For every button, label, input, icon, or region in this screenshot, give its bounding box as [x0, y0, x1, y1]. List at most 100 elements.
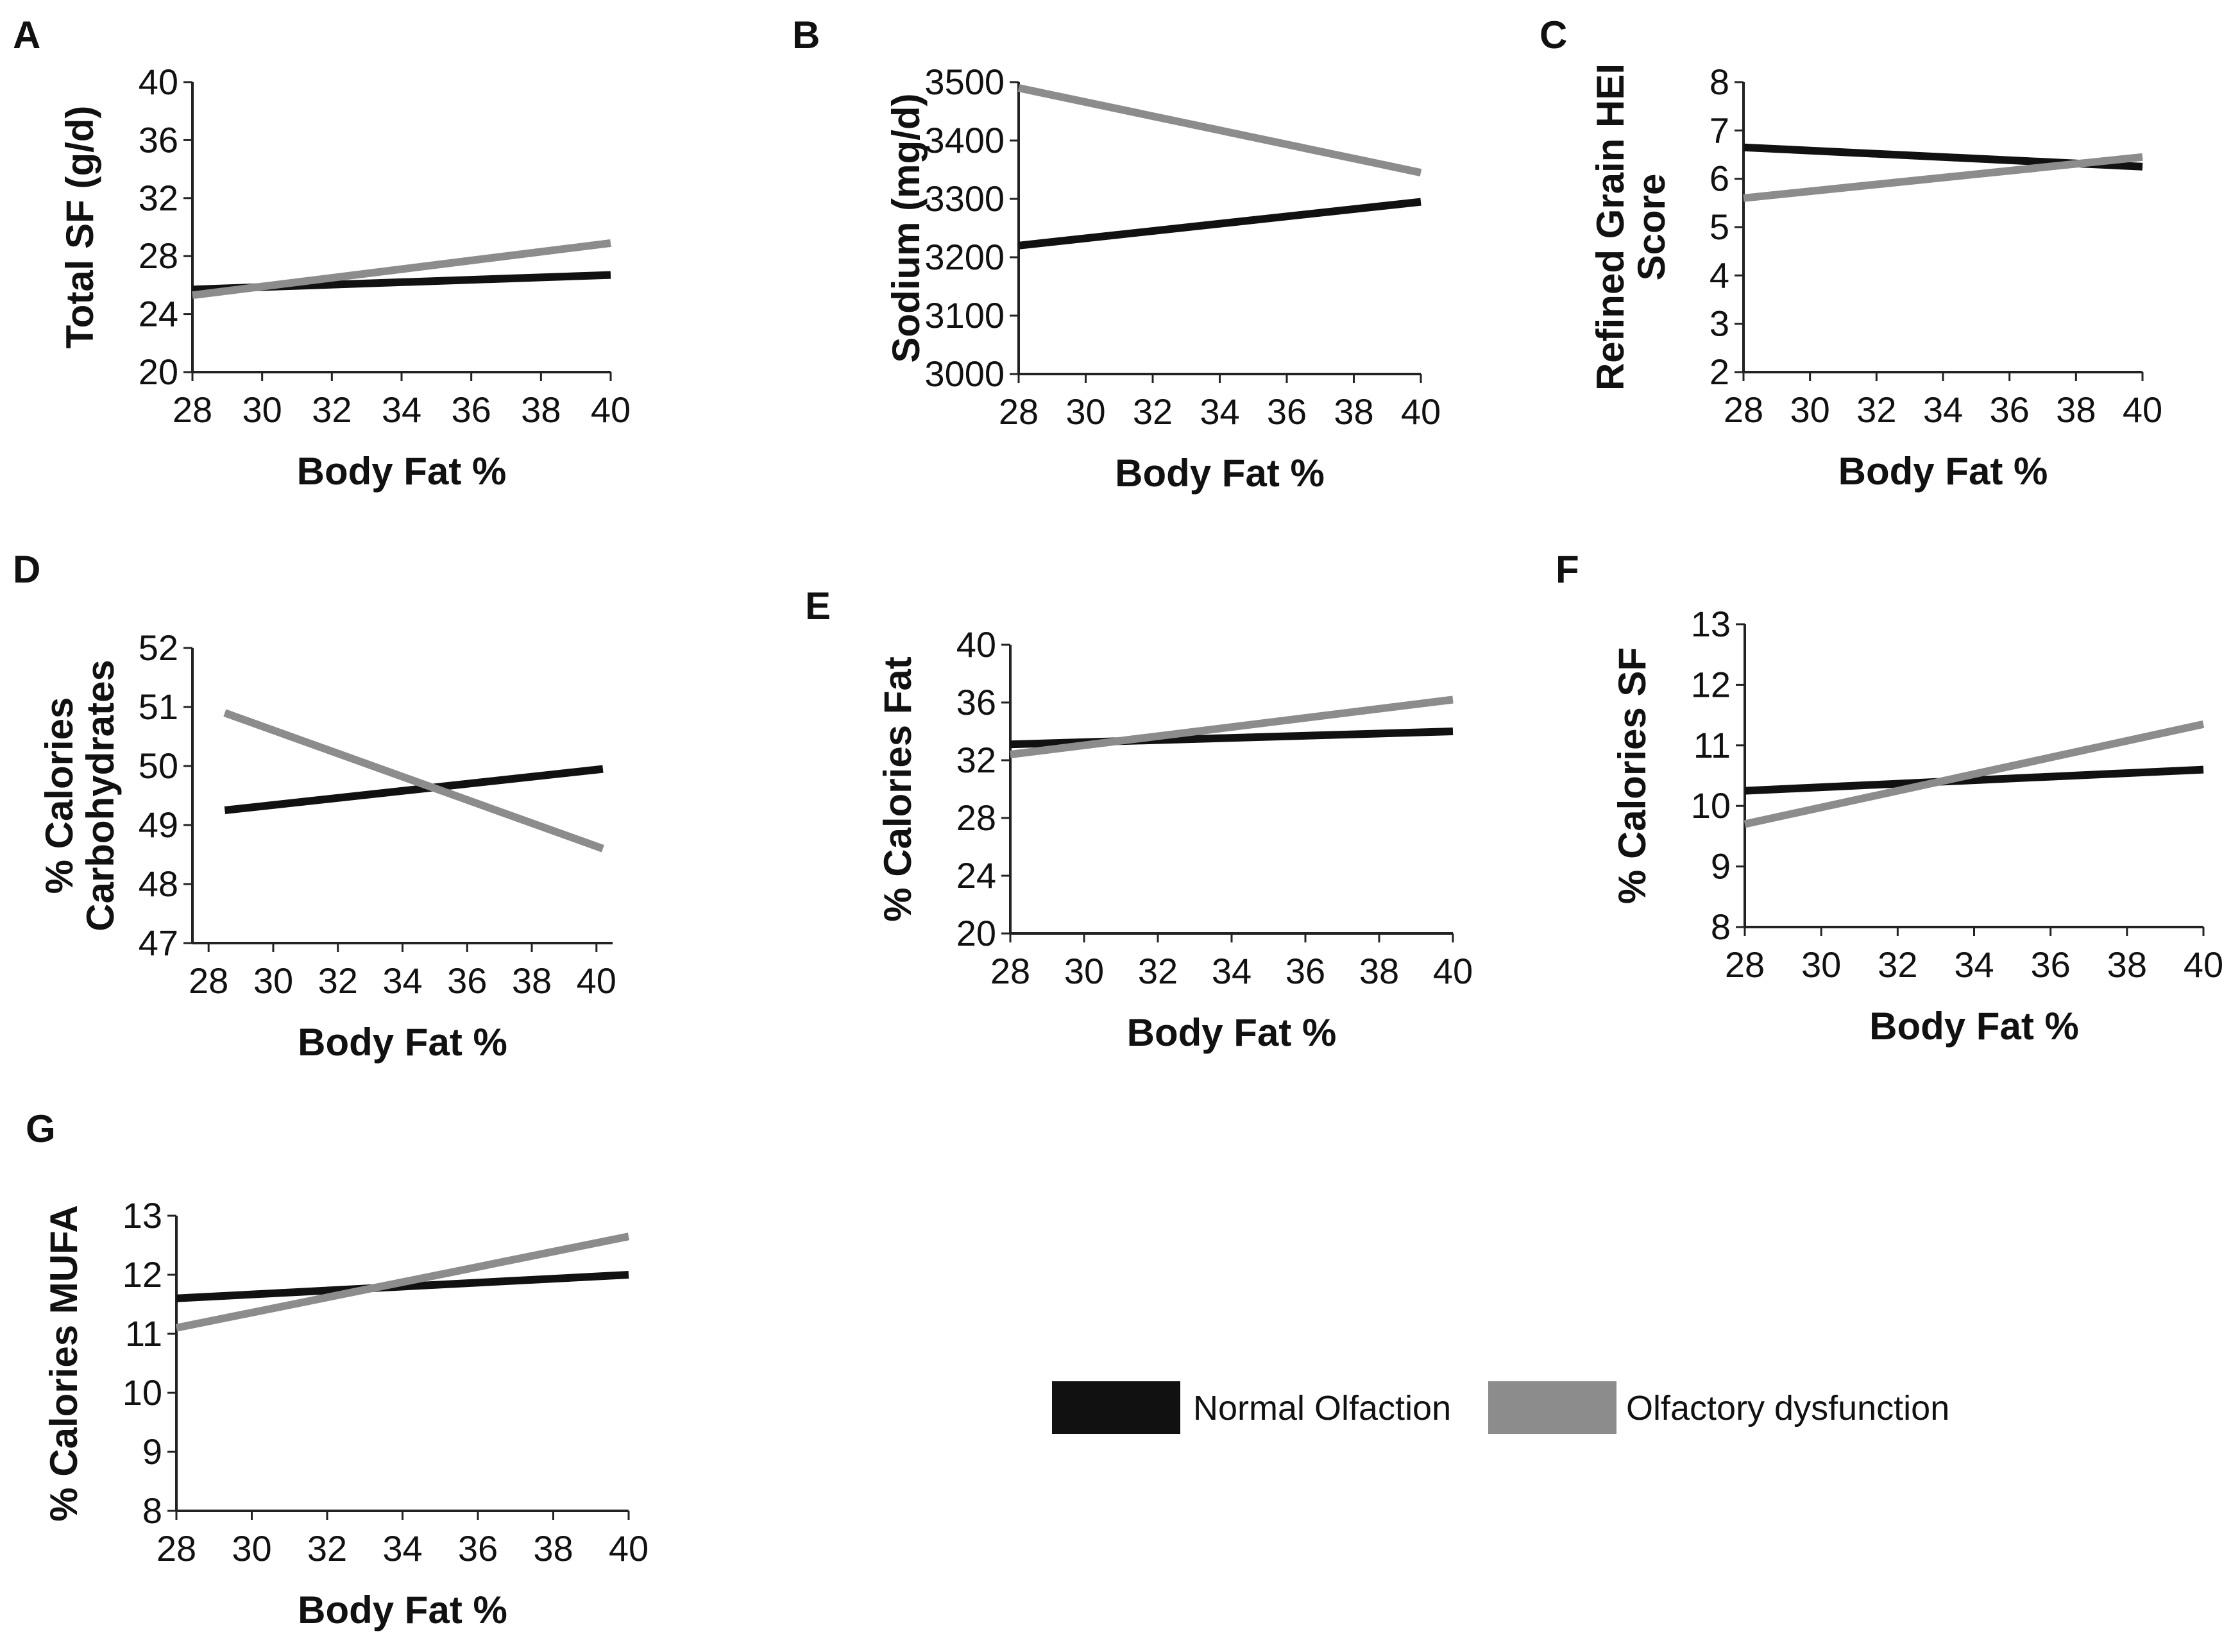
y-tick-label: 6: [1710, 158, 1729, 199]
y-tick-label: 50: [139, 745, 178, 786]
x-tick-label: 36: [447, 960, 487, 1001]
x-tick-label: 36: [1267, 391, 1307, 432]
legend-label-normal-olfaction: Normal Olfaction: [1193, 1389, 1451, 1427]
x-tick-label: 32: [1133, 391, 1173, 432]
y-axis-title: Sodium (mg/d): [885, 94, 928, 363]
x-tick-label: 34: [1954, 944, 1994, 985]
y-axis-title: % Calories: [38, 697, 81, 894]
x-tick-label: 28: [990, 951, 1030, 991]
y-tick-label: 3300: [924, 178, 1005, 219]
x-tick-label: 30: [242, 389, 282, 430]
y-tick-label: 7: [1710, 110, 1729, 150]
x-tick-label: 32: [318, 960, 358, 1001]
x-tick-label: 30: [232, 1528, 271, 1569]
panel-letter-b: B: [792, 13, 820, 56]
x-tick-label: 32: [1878, 944, 1917, 985]
legend-swatch-normal-olfaction: [1052, 1381, 1180, 1434]
y-tick-label: 11: [125, 1313, 162, 1354]
y-tick-label: 3500: [924, 62, 1005, 102]
panel-letter-f: F: [1556, 548, 1579, 591]
panel-e: E 20 24 28 32 36 40 28 30 32 34 36 38 40 Body Fat % % C…: [805, 584, 1473, 1054]
y-tick-label: 8: [142, 1490, 162, 1531]
y-tick-label: 3200: [924, 237, 1005, 277]
x-tick-label: 38: [1334, 391, 1373, 432]
y-tick-label: 48: [139, 864, 178, 904]
x-tick-label: 38: [521, 389, 561, 430]
x-tick-label: 34: [382, 389, 421, 430]
x-tick-label: 28: [1725, 944, 1765, 985]
y-tick-label: 49: [139, 805, 178, 845]
y-tick-label: 51: [139, 686, 178, 727]
x-tick-label: 34: [1212, 951, 1252, 991]
y-tick-label: 3400: [924, 120, 1005, 160]
y-axis-title: % Calories Fat: [876, 656, 919, 921]
y-tick-label: 24: [139, 294, 178, 334]
series-line-olfactory-dysfunction: [1744, 720, 2205, 828]
x-axis-title: Body Fat %: [297, 450, 507, 493]
panel-letter-c: C: [1540, 13, 1567, 56]
series-line-olfactory-dysfunction: [175, 1232, 630, 1332]
x-tick-label: 38: [2107, 944, 2147, 985]
x-tick-label: 38: [512, 960, 552, 1001]
y-tick-label: 11: [1693, 725, 1731, 765]
x-axis-title: Body Fat %: [1869, 1005, 2079, 1048]
x-tick-label: 40: [2123, 389, 2162, 430]
x-tick-label: 36: [458, 1528, 498, 1569]
x-tick-label: 34: [1923, 389, 1963, 430]
y-tick-label: 52: [139, 627, 178, 668]
x-tick-label: 34: [382, 960, 422, 1001]
y-tick-label: 8: [1710, 62, 1729, 102]
y-tick-label: 9: [142, 1431, 162, 1472]
y-tick-label: 12: [123, 1254, 162, 1295]
x-tick-label: 32: [312, 389, 352, 430]
series-line-olfactory-dysfunction: [1010, 695, 1454, 758]
panel-g: G 8 9 10 11 12 13 28 30 32 34 36 38 40 Body Fat % % Cal…: [26, 1107, 649, 1631]
legend: Normal Olfaction Olfactory dysfunction: [1052, 1381, 1949, 1434]
x-tick-label: 38: [1359, 951, 1399, 991]
series-line-olfactory-dysfunction: [192, 239, 611, 300]
y-axis-title: Total SF (g/d): [58, 106, 101, 349]
x-tick-label: 36: [452, 389, 491, 430]
y-axis-title: Score: [1630, 174, 1673, 281]
x-tick-label: 40: [2184, 944, 2223, 985]
panel-d: D 47 48 49 50 51 52 28 30 32 34 36 38 40 Body Fat % % C…: [13, 548, 616, 1064]
x-tick-label: 30: [253, 960, 293, 1001]
series-line-olfactory-dysfunction: [1017, 84, 1422, 176]
y-tick-label: 3100: [924, 295, 1005, 336]
y-tick-label: 32: [956, 740, 996, 780]
y-tick-label: 40: [956, 624, 996, 665]
y-tick-label: 5: [1710, 207, 1729, 247]
x-tick-label: 28: [189, 960, 228, 1001]
series-line-olfactory-dysfunction: [223, 709, 604, 853]
y-tick-label: 36: [139, 119, 178, 160]
y-tick-label: 3000: [924, 353, 1005, 394]
series-line-normal-olfaction: [224, 765, 604, 814]
x-tick-label: 38: [2056, 389, 2096, 430]
y-tick-label: 10: [123, 1372, 162, 1413]
x-tick-label: 28: [157, 1528, 196, 1569]
y-tick-label: 28: [956, 797, 996, 838]
x-tick-label: 32: [1138, 951, 1178, 991]
y-tick-label: 40: [139, 62, 178, 102]
series-line-normal-olfaction: [1744, 765, 2204, 795]
y-axis-title: % Calories SF: [1611, 647, 1654, 904]
x-tick-label: 28: [1724, 389, 1763, 430]
x-axis-title: Body Fat %: [298, 1021, 507, 1064]
x-tick-label: 40: [1433, 951, 1473, 991]
x-tick-label: 28: [999, 391, 1039, 432]
series-line-normal-olfaction: [1018, 198, 1421, 250]
series-line-olfactory-dysfunction: [1743, 153, 2143, 202]
x-axis-title: Body Fat %: [298, 1588, 507, 1631]
x-tick-label: 32: [1856, 389, 1896, 430]
y-tick-label: 12: [1691, 664, 1731, 704]
x-tick-label: 40: [609, 1528, 649, 1569]
legend-label-olfactory-dysfunction: Olfactory dysfunction: [1626, 1389, 1949, 1427]
x-tick-label: 36: [1990, 389, 2030, 430]
x-tick-label: 36: [1285, 951, 1325, 991]
x-tick-label: 30: [1801, 944, 1841, 985]
y-tick-label: 20: [139, 352, 178, 392]
panel-b: B 3000 3100 3200 3300 3400 3500 28 30 32 34 36 38 40 B…: [792, 13, 1441, 495]
